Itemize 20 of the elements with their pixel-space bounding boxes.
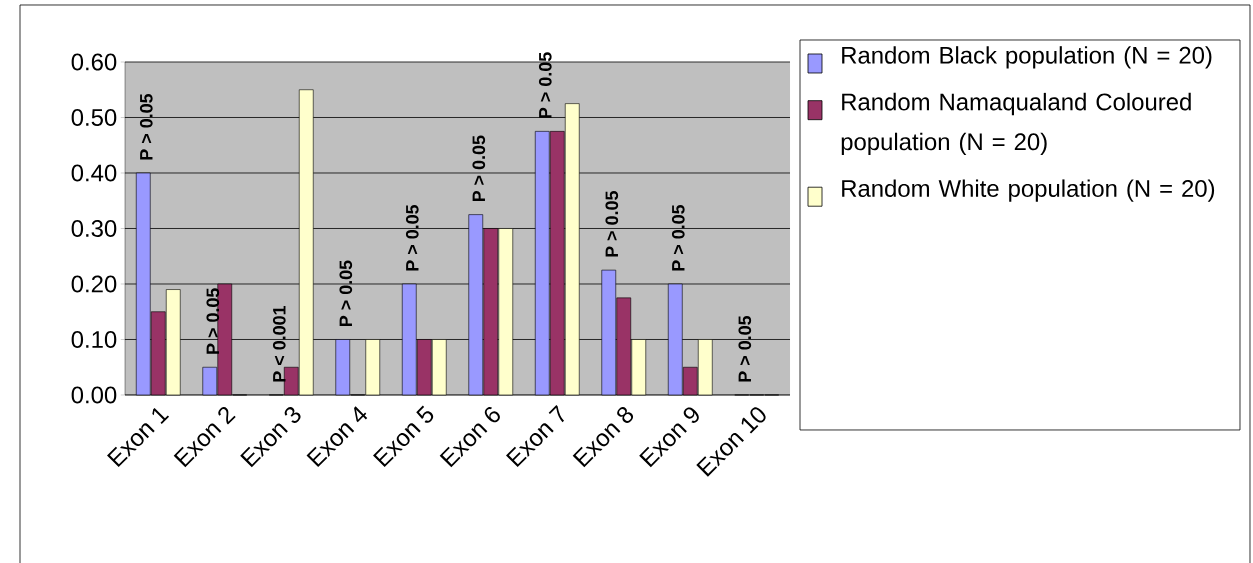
y-tick-label: 0.50 <box>71 109 117 126</box>
annotation: P > 0.05 <box>139 93 153 160</box>
annotation: P > 0.05 <box>405 204 419 271</box>
y-tick-label: 0.30 <box>71 220 117 237</box>
annotation: P > 0.05 <box>206 288 220 354</box>
annotation: P > 0.05 <box>472 135 486 202</box>
y-tick-label: 0.10 <box>71 331 117 348</box>
y-tick-label: 0.00 <box>71 386 117 404</box>
y-tick-label: 0.40 <box>71 164 117 182</box>
annotation: P < 0.001 <box>272 305 286 382</box>
annotation: P > 0.05 <box>538 52 552 118</box>
legend-label: Random Namaqualand Coloured population (N = 20) <box>841 92 1191 156</box>
annotation: P > 0.05 <box>671 204 685 271</box>
y-tick-label: 0.20 <box>71 275 117 293</box>
annotation: P > 0.05 <box>738 315 752 382</box>
annotation: P > 0.05 <box>339 260 353 326</box>
y-tick-label: 0.60 <box>71 53 117 71</box>
annotation: P > 0.05 <box>605 191 619 257</box>
legend-label: Random Black population (N = 20) <box>842 46 1212 69</box>
legend-label: Random White population (N = 20) <box>842 179 1215 202</box>
